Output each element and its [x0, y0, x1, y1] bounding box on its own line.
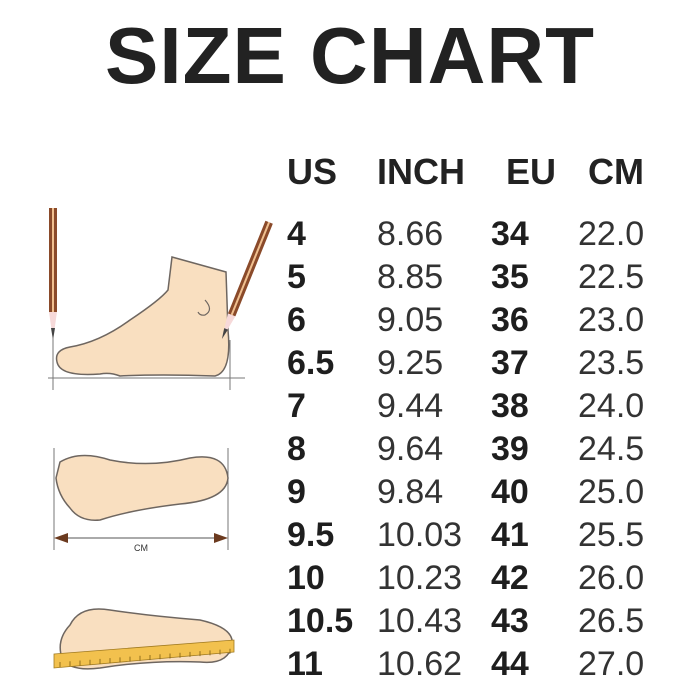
cell-us: 11: [287, 645, 323, 683]
side-foot-icon: [48, 208, 273, 390]
cell-us: 10: [287, 559, 325, 597]
cell-cm: 24.5: [578, 430, 645, 468]
column-header-cm: CM: [588, 151, 644, 192]
cell-cm: 24.0: [578, 387, 645, 425]
cell-cm: 23.0: [578, 301, 645, 339]
cell-eu: 43: [491, 602, 529, 640]
cell-us: 6: [287, 301, 306, 339]
cell-cm: 26.0: [578, 559, 645, 597]
cell-us: 9: [287, 473, 306, 511]
cell-inch: 8.85: [377, 258, 444, 296]
cell-eu: 39: [491, 430, 529, 468]
ruler-foot-icon: [53, 608, 235, 670]
cell-inch: 10.62: [377, 645, 463, 683]
cell-inch: 9.44: [377, 387, 444, 425]
footprint-length-icon: CM: [53, 448, 229, 553]
cell-inch: 10.23: [377, 559, 463, 597]
cell-cm: 22.0: [578, 215, 645, 253]
cell-us: 8: [287, 430, 306, 468]
cell-us: 6.5: [287, 344, 335, 382]
column-header-inch: INCH: [377, 151, 465, 192]
cell-us: 10.5: [287, 602, 354, 640]
cell-inch: 9.64: [377, 430, 444, 468]
cell-inch: 10.43: [377, 602, 463, 640]
cell-inch: 9.05: [377, 301, 444, 339]
cell-us: 9.5: [287, 516, 335, 554]
foot-measure-illustration: CM: [48, 208, 273, 670]
column-header-us: US: [287, 151, 338, 192]
cell-eu: 34: [491, 215, 529, 253]
cell-eu: 36: [491, 301, 529, 339]
cell-inch: 10.03: [377, 516, 463, 554]
cell-eu: 42: [491, 559, 529, 597]
measure-label: CM: [134, 543, 148, 553]
cell-us: 5: [287, 258, 306, 296]
cell-cm: 23.5: [578, 344, 645, 382]
cell-us: 4: [287, 215, 306, 253]
cell-eu: 41: [491, 516, 529, 554]
cell-cm: 22.5: [578, 258, 645, 296]
cell-eu: 40: [491, 473, 529, 511]
column-header-eu: EU: [506, 151, 557, 192]
cell-cm: 27.0: [578, 645, 645, 683]
cell-cm: 25.5: [578, 516, 645, 554]
cell-eu: 38: [491, 387, 529, 425]
cell-us: 7: [287, 387, 306, 425]
cell-eu: 35: [491, 258, 529, 296]
cell-inch: 9.84: [377, 473, 444, 511]
cell-inch: 9.25: [377, 344, 444, 382]
cell-eu: 37: [491, 344, 529, 382]
cell-inch: 8.66: [377, 215, 444, 253]
cell-eu: 44: [491, 645, 529, 683]
cell-cm: 26.5: [578, 602, 645, 640]
page-title: SIZE CHART: [105, 11, 595, 100]
cell-cm: 25.0: [578, 473, 645, 511]
